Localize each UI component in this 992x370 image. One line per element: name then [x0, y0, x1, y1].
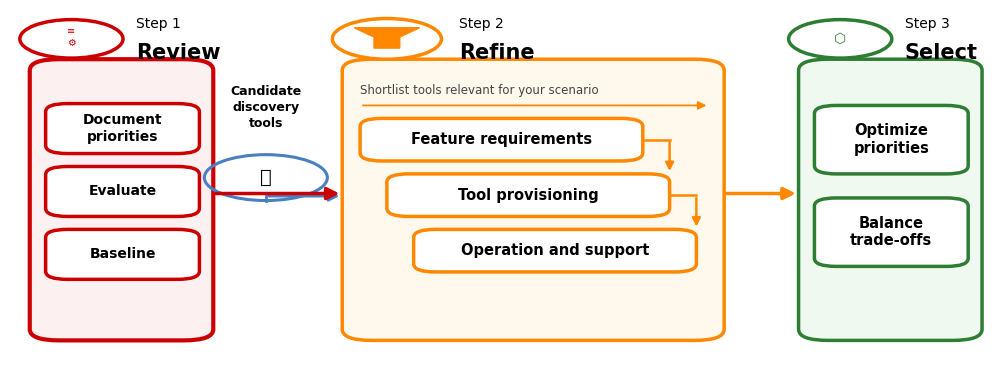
FancyBboxPatch shape	[46, 166, 199, 216]
FancyBboxPatch shape	[30, 59, 213, 340]
Text: Optimize
priorities: Optimize priorities	[853, 124, 930, 156]
Text: ⬡: ⬡	[834, 32, 846, 46]
Text: Candidate
discovery
tools: Candidate discovery tools	[230, 85, 302, 130]
Text: Balance
trade-offs: Balance trade-offs	[850, 216, 932, 248]
FancyBboxPatch shape	[814, 105, 968, 174]
FancyBboxPatch shape	[46, 104, 199, 154]
Text: Tool provisioning: Tool provisioning	[458, 188, 598, 203]
Text: 🛒: 🛒	[260, 168, 272, 187]
Text: Step 2: Step 2	[459, 17, 504, 31]
FancyBboxPatch shape	[342, 59, 724, 340]
Text: Review: Review	[136, 43, 220, 63]
Text: Operation and support: Operation and support	[461, 243, 649, 258]
FancyBboxPatch shape	[414, 229, 696, 272]
Text: Document
priorities: Document priorities	[82, 114, 163, 144]
Text: Feature requirements: Feature requirements	[411, 132, 592, 147]
Text: Step 1: Step 1	[136, 17, 181, 31]
Text: Baseline: Baseline	[89, 248, 156, 261]
FancyBboxPatch shape	[387, 174, 670, 216]
Text: Refine: Refine	[459, 43, 535, 63]
Text: Evaluate: Evaluate	[88, 185, 157, 198]
Text: Shortlist tools relevant for your scenario: Shortlist tools relevant for your scenar…	[360, 84, 599, 97]
Text: Step 3: Step 3	[905, 17, 949, 31]
FancyBboxPatch shape	[46, 229, 199, 279]
FancyBboxPatch shape	[799, 59, 982, 340]
Circle shape	[332, 18, 441, 59]
Polygon shape	[354, 28, 420, 48]
FancyBboxPatch shape	[814, 198, 968, 266]
Text: Select: Select	[905, 43, 978, 63]
FancyBboxPatch shape	[360, 118, 643, 161]
Text: ≡
⚙: ≡ ⚙	[67, 26, 75, 48]
